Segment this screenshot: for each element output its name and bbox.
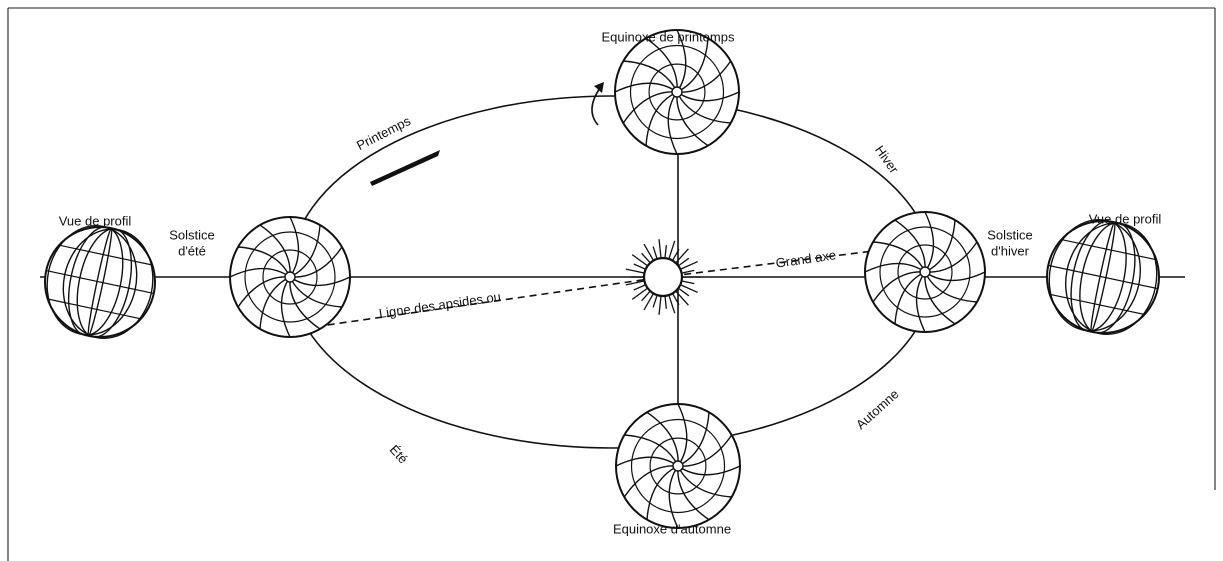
sun-ray	[625, 268, 644, 274]
sun-ray	[682, 269, 695, 274]
parallel	[630, 418, 726, 514]
sun-ray	[625, 280, 644, 286]
globe	[1046, 218, 1160, 336]
rotation-arrow	[591, 87, 601, 126]
pole	[671, 86, 683, 98]
orbit	[289, 95, 935, 449]
parallel	[1048, 264, 1158, 290]
sun-ray	[658, 239, 662, 258]
pole	[284, 271, 296, 283]
major-axis-label: Grand axe	[775, 247, 837, 270]
equinox-spring-label: Equinoxe de printemps	[602, 29, 735, 44]
sun-ray	[633, 284, 645, 291]
sun-ray	[668, 240, 676, 259]
sun-ray	[664, 296, 667, 309]
sun-ray	[652, 246, 658, 259]
parallel	[1049, 293, 1145, 316]
sun-ray	[631, 288, 648, 300]
solstice-winter-line: d'hiver	[991, 243, 1030, 258]
sun-ray	[672, 293, 680, 306]
pole	[919, 266, 931, 278]
profile-left-label: Vue de profil	[59, 213, 132, 228]
parallel	[879, 226, 971, 318]
profile-right-label: Vue de profil	[1089, 211, 1162, 226]
parallel	[46, 269, 154, 295]
sun-ray	[668, 295, 676, 314]
sun-ray	[631, 254, 648, 266]
sun-ray	[658, 296, 662, 315]
parallel	[244, 231, 336, 323]
globe	[614, 29, 740, 155]
sun-ray	[675, 291, 689, 306]
apsides-label: Ligne des apsides ou	[378, 289, 502, 321]
sun-ray	[633, 263, 645, 270]
parallel	[47, 298, 141, 320]
sun-ray	[641, 291, 651, 302]
sun-ray	[641, 252, 651, 263]
globe	[229, 216, 351, 338]
sun-ray	[672, 248, 680, 261]
season-summer-label: Été	[387, 442, 411, 467]
parallel	[897, 244, 953, 300]
solstice-summer-line: Solstice	[169, 227, 215, 242]
sun	[625, 239, 701, 315]
sun-ray	[682, 280, 695, 285]
sun-ray	[664, 245, 667, 258]
parallel	[648, 63, 706, 121]
sun-ray	[678, 257, 690, 266]
equinox-autumn-label: Equinoxe d'automne	[613, 521, 731, 536]
parallel	[629, 44, 725, 140]
sun-disc	[642, 256, 684, 298]
sun-ray	[643, 243, 654, 261]
solstice-winter-line: Solstice	[987, 227, 1033, 242]
parallel	[649, 437, 707, 495]
globe	[44, 225, 156, 339]
sun-ray	[678, 288, 690, 297]
sun-ray	[675, 248, 689, 263]
globe	[864, 211, 986, 333]
globe	[615, 403, 741, 529]
parallel	[1061, 238, 1157, 261]
parallel	[262, 249, 318, 305]
sun-ray	[681, 260, 698, 270]
sun-ray	[681, 284, 698, 294]
direction-arrow	[370, 150, 440, 186]
parallel	[59, 244, 153, 266]
pole	[672, 460, 684, 472]
frame	[7, 7, 1216, 561]
season-autumn-label: Automne	[853, 386, 902, 432]
sun-ray	[643, 293, 654, 311]
rotation-arrow-head	[594, 82, 604, 93]
solstice-summer-line: d'été	[178, 243, 206, 258]
sun-ray	[652, 295, 658, 308]
